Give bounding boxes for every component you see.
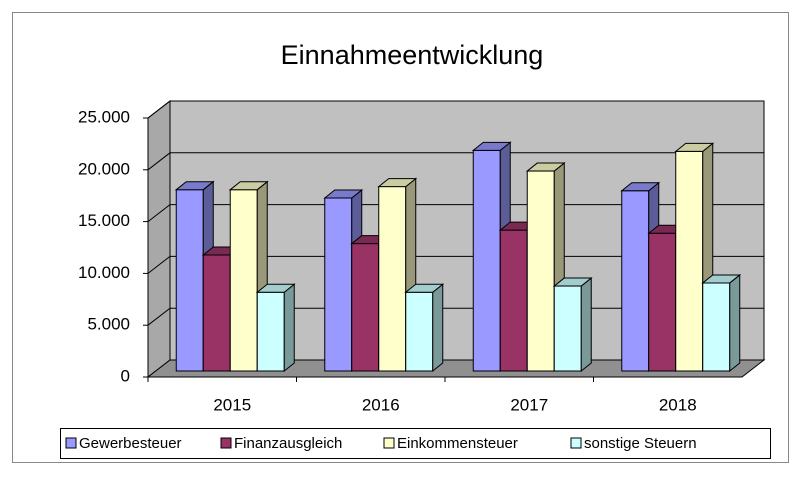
grid-line (147, 152, 764, 171)
bar (472, 149, 501, 372)
bar-top (404, 283, 445, 293)
bar-top (701, 274, 742, 284)
bar (621, 190, 650, 372)
bar-top (552, 277, 593, 287)
x-tick-label: 2015 (213, 395, 251, 414)
legend-label: Einkommensteuer (397, 435, 518, 452)
bar (702, 282, 731, 372)
y-tick-label: 0 (121, 366, 130, 385)
legend-swatch (220, 437, 232, 449)
bar-top (674, 142, 715, 152)
bar-top (323, 189, 364, 199)
bar-top (255, 283, 296, 293)
bar (175, 189, 204, 372)
bar-top (471, 141, 512, 151)
legend-swatch (570, 437, 582, 449)
y-tick-label: 15.000 (78, 211, 130, 230)
bar (405, 291, 434, 372)
bar (202, 254, 231, 372)
bar (675, 150, 704, 372)
bar-top (525, 162, 566, 172)
bar (351, 243, 380, 372)
bar-side (580, 277, 592, 373)
y-tick-label: 25.000 (78, 107, 130, 126)
grid-line (147, 100, 764, 119)
side-wall (147, 99, 171, 379)
legend-swatch (65, 437, 77, 449)
bar (648, 232, 677, 372)
grid-line (147, 204, 764, 222)
bar-side (432, 283, 444, 373)
bar-top (228, 181, 269, 191)
bar-side (729, 273, 741, 373)
x-tick-label: 2016 (362, 395, 400, 414)
legend-label: Finanzausgleich (234, 435, 342, 452)
y-tick-label: 20.000 (78, 159, 130, 178)
bar (378, 186, 407, 372)
bar-side (283, 283, 295, 373)
x-tick-label: 2018 (659, 395, 697, 414)
bar-top (620, 182, 661, 192)
legend-swatch (383, 437, 395, 449)
bar (553, 285, 582, 372)
bar (256, 291, 285, 372)
bar (526, 170, 555, 372)
legend-label: Gewerbesteuer (79, 435, 182, 452)
bar (499, 229, 528, 372)
grid-line (147, 255, 764, 274)
bar (229, 189, 258, 372)
legend (60, 428, 771, 459)
x-tick-label: 2017 (510, 395, 548, 414)
bar-top (174, 181, 215, 191)
bar (324, 197, 353, 372)
legend-label: sonstige Steuern (584, 435, 697, 452)
chart-title: Einnahmeentwicklung (281, 40, 544, 70)
bar-top (377, 178, 418, 188)
y-tick-label: 10.000 (78, 263, 130, 282)
y-tick-label: 5.000 (87, 315, 130, 334)
